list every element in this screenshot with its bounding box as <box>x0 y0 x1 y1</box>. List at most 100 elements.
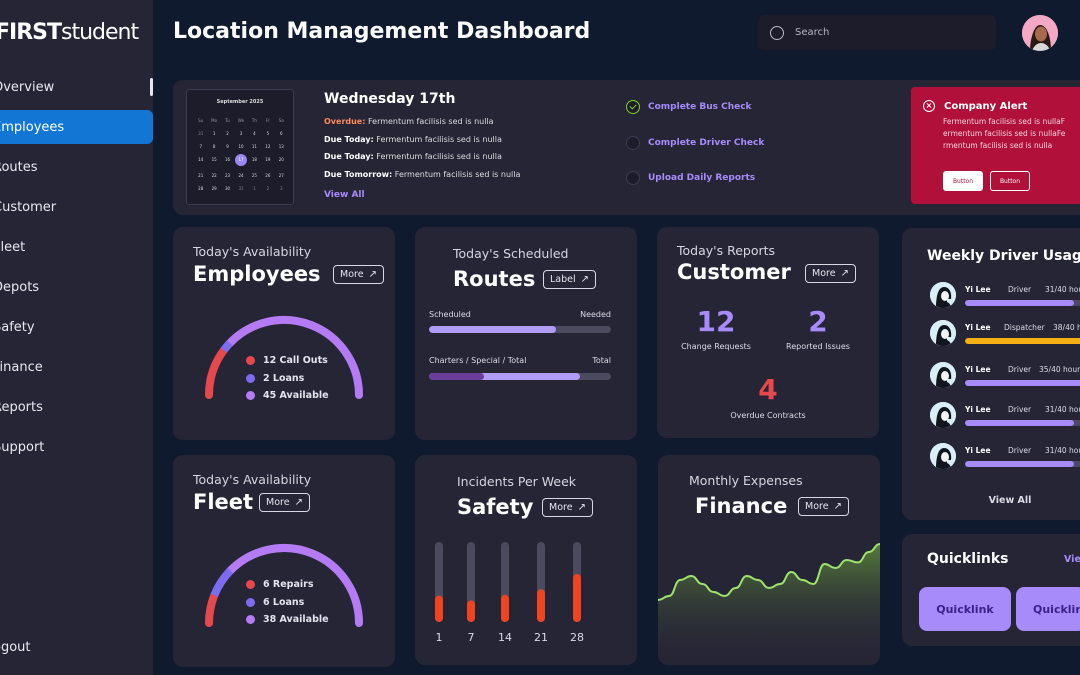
user-avatar[interactable] <box>1022 15 1058 51</box>
driver-name: Yi Lee <box>965 323 991 332</box>
calendar-day[interactable]: 3 <box>280 186 283 191</box>
calendar-day[interactable]: 29 <box>211 186 217 191</box>
calendar-day[interactable]: 16 <box>225 157 231 162</box>
checklist-item-upload-reports[interactable]: Upload Daily Reports <box>626 171 755 185</box>
agenda-view-all-link[interactable]: View All <box>324 190 365 200</box>
unchecked-circle-icon[interactable] <box>626 171 640 185</box>
quicklink-button[interactable]: Quicklink <box>919 587 1011 631</box>
calendar-day[interactable]: 31 <box>238 186 244 191</box>
sidebar-item-fleet[interactable]: Fleet <box>0 239 26 255</box>
sidebar-item-overview[interactable]: Overview <box>0 79 55 95</box>
checklist-item-bus-check[interactable]: Complete Bus Check <box>626 100 752 114</box>
sidebar-item-customer[interactable]: Customer <box>0 199 57 215</box>
card-subtitle: Today's Availability <box>193 472 312 487</box>
calendar-day[interactable]: 12 <box>265 144 271 149</box>
driver-avatar-icon <box>930 282 956 308</box>
sidebar-item-support[interactable]: Support <box>0 439 45 455</box>
employees-card: Today's Availability Employees More ↗ 12 … <box>173 227 395 440</box>
driver-usage-bar <box>965 461 1080 467</box>
calendar-day[interactable]: 18 <box>251 157 257 162</box>
card-subtitle: Incidents Per Week <box>457 474 577 489</box>
sidebar-item-routes[interactable]: Routes <box>0 159 38 175</box>
finance-card: Monthly Expenses Finance More ↗ <box>658 455 880 665</box>
calendar-day[interactable]: 11 <box>251 144 257 149</box>
alert-primary-button[interactable]: Button <box>943 171 983 191</box>
driver-row[interactable]: Yi Lee Driver 35/40 hours <box>902 362 1080 402</box>
driver-row[interactable]: Yi Lee Driver 31/40 hours <box>902 443 1080 483</box>
calendar-day[interactable]: 10 <box>238 144 244 149</box>
employees-more-button[interactable]: More ↗ <box>333 265 384 284</box>
legend-item-call-outs: 12 Call Outs <box>246 355 328 366</box>
calendar-day[interactable]: 21 <box>198 173 204 178</box>
calendar-day[interactable]: 5 <box>266 131 270 136</box>
driver-row[interactable]: Yi Lee Driver 31/40 hours <box>902 282 1080 322</box>
calendar-day[interactable]: 22 <box>211 173 217 178</box>
calendar-day[interactable]: 24 <box>238 173 244 178</box>
weekly-driver-card: Weekly Driver Usage Yi Lee Driver 31/40 ho… <box>902 228 1080 520</box>
sidebar-collapse-handle[interactable] <box>150 78 153 96</box>
routes-label-button[interactable]: Label ↗ <box>543 270 597 289</box>
alert-title: × Company Alert <box>923 100 1027 112</box>
quicklink-button[interactable]: Quicklink <box>1016 587 1080 631</box>
arrow-up-right-icon: ↗ <box>833 501 842 512</box>
calendar-day[interactable]: 15 <box>211 157 217 162</box>
calendar-day[interactable]: 27 <box>278 173 284 178</box>
fleet-more-button[interactable]: More ↗ <box>259 493 310 512</box>
finance-more-button[interactable]: More ↗ <box>798 497 849 516</box>
calendar-day[interactable]: 6 <box>280 131 283 136</box>
card-title: Weekly Driver Usage <box>927 248 1080 264</box>
calendar-day[interactable]: 25 <box>251 173 257 178</box>
sidebar-item-depots[interactable]: Depots <box>0 279 40 295</box>
calendar-day[interactable]: 3 <box>239 131 243 136</box>
calendar-day[interactable]: 28 <box>198 186 204 191</box>
checkmark-icon[interactable] <box>626 100 640 114</box>
calendar-day[interactable]: 2 <box>226 131 229 136</box>
calendar-day[interactable]: 26 <box>265 173 271 178</box>
safety-more-button[interactable]: More ↗ <box>542 498 593 517</box>
calendar-day[interactable]: 7 <box>199 144 202 149</box>
reported-issues-label: Reported Issues <box>786 342 850 351</box>
calendar-day[interactable]: 17 <box>234 154 247 166</box>
card-subtitle: Today's Availability <box>193 244 312 259</box>
legend-item-loans: 2 Loans <box>246 373 304 384</box>
calendar-day[interactable]: 4 <box>253 131 256 136</box>
weekly-driver-view-all-link[interactable]: View All <box>988 495 1032 506</box>
driver-row[interactable]: Yi Lee Driver 31/40 hours <box>902 402 1080 442</box>
alert-secondary-button[interactable]: Button <box>990 171 1030 191</box>
driver-usage-bar <box>965 420 1080 426</box>
close-icon[interactable]: × <box>923 100 935 112</box>
calendar-day[interactable]: 20 <box>278 157 284 162</box>
calendar-day[interactable]: 31 <box>198 131 204 136</box>
unchecked-circle-icon[interactable] <box>626 136 640 150</box>
arrow-up-right-icon: ↗ <box>840 268 849 279</box>
calendar-day[interactable]: 19 <box>265 157 271 162</box>
logout-button[interactable]: Logout <box>0 639 31 655</box>
quicklinks-view-all-link[interactable]: View All <box>1064 554 1080 565</box>
calendar-day[interactable]: 9 <box>226 144 229 149</box>
calendar-day[interactable]: 30 <box>225 186 231 191</box>
sidebar-item-safety[interactable]: Safety <box>0 319 35 335</box>
calendar-day[interactable]: 23 <box>225 173 231 178</box>
calendar-day[interactable]: 13 <box>278 144 284 149</box>
calendar-day[interactable]: 1 <box>212 131 216 136</box>
sidebar-item-reports[interactable]: Reports <box>0 399 43 415</box>
driver-avatar <box>930 320 956 346</box>
sidebar-item-finance[interactable]: Finance <box>0 359 43 375</box>
sidebar-item-employees[interactable]: Employees <box>0 110 153 144</box>
search-bar[interactable] <box>758 15 996 50</box>
calendar-day[interactable]: 2 <box>266 186 270 191</box>
driver-name: Yi Lee <box>965 446 991 455</box>
calendar-day[interactable]: 8 <box>212 144 216 149</box>
arrow-up-right-icon: ↗ <box>294 497 303 508</box>
driver-usage-bar <box>965 338 1080 344</box>
driver-row[interactable]: Yi Lee Dispatcher 38/40 hours <box>902 320 1080 360</box>
search-input[interactable] <box>795 27 975 38</box>
driver-avatar <box>930 282 956 308</box>
checklist-item-driver-check[interactable]: Complete Driver Check <box>626 136 764 150</box>
customer-more-button[interactable]: More ↗ <box>805 264 856 283</box>
sidebar: FIRSTstudent Overview Employees Routes C… <box>0 0 153 675</box>
bar-label-left: Charters / Special / Total <box>429 356 527 365</box>
calendar-day[interactable]: 1 <box>253 186 256 191</box>
calendar-day[interactable]: 14 <box>198 157 204 162</box>
driver-name: Yi Lee <box>965 285 991 294</box>
